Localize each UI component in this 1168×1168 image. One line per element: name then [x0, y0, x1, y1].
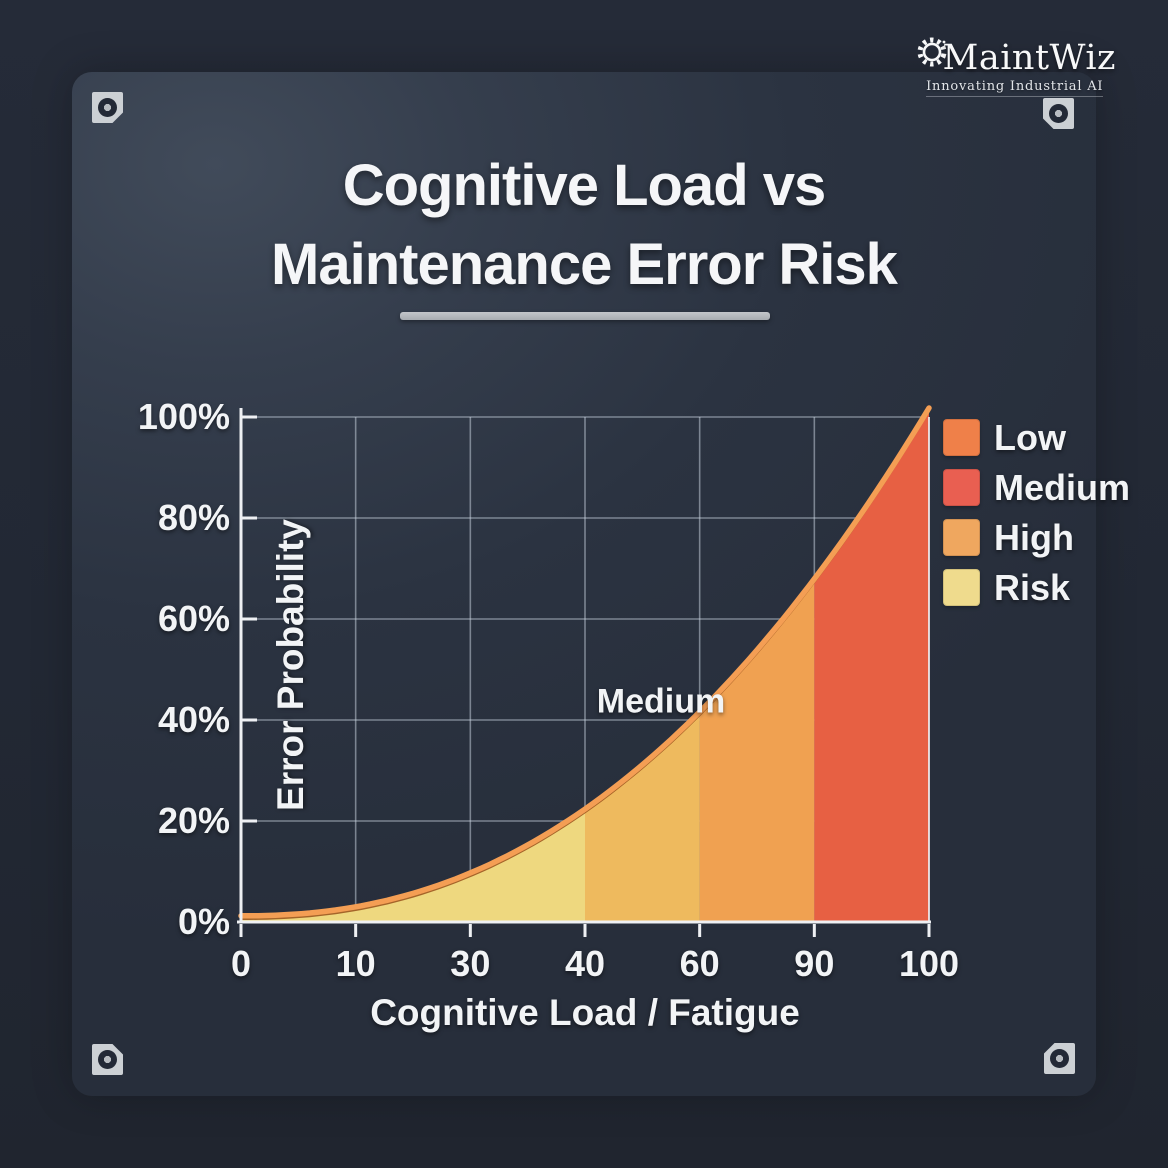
area-band [699, 578, 815, 921]
x-axis-title: Cognitive Load / Fatigue [370, 992, 800, 1033]
area-band [241, 809, 585, 921]
legend-label: Risk [994, 566, 1071, 608]
x-tick-label: 100 [898, 943, 960, 984]
x-tick-label: 0 [230, 943, 252, 984]
legend-swatch [943, 568, 980, 606]
curve-line [238, 405, 932, 919]
brand-logo: MaintWiz Innovating Industrial AI [914, 37, 1117, 97]
page-title-line2: Maintenance Error Risk [271, 232, 898, 297]
area-band [814, 408, 929, 921]
chart-annotation: Medium [596, 682, 726, 721]
legend-label: Low [994, 416, 1066, 458]
page-title-line1: Cognitive Load vs [342, 153, 827, 218]
x-tick-label: 90 [794, 943, 835, 984]
legend-swatch [943, 518, 980, 556]
registration-dot-icon [97, 97, 117, 117]
registration-dot-icon [97, 1049, 117, 1069]
page-title: Cognitive Load vs Maintenance Error Risk [72, 146, 1096, 304]
registration-mark-icon [1044, 1043, 1075, 1074]
y-tick-label: 60% [157, 598, 230, 639]
logo-wordmark: MaintWiz [942, 38, 1116, 78]
y-tick-label: 80% [157, 497, 230, 538]
y-tick-label: 40% [157, 699, 230, 740]
x-tick-label: 10 [335, 943, 376, 984]
legend-item: High [943, 512, 1130, 562]
legend-swatch [943, 468, 980, 506]
legend-swatch [943, 418, 980, 456]
x-tick-label: 60 [679, 943, 720, 984]
y-tick-label: 100% [137, 396, 230, 437]
y-tick-label: 20% [157, 800, 230, 841]
logo-tagline: Innovating Industrial AI [926, 79, 1104, 97]
registration-dot-icon [1049, 1048, 1069, 1068]
registration-dot-icon [1048, 103, 1068, 123]
x-tick-label: 40 [564, 943, 606, 984]
area-band [585, 711, 700, 921]
legend-item: Medium [943, 462, 1130, 512]
x-tick-label: 30 [450, 943, 491, 984]
y-tick-label: 0% [177, 901, 230, 942]
chart-legend: Low Medium High Risk [943, 412, 1130, 612]
legend-item: Risk [943, 562, 1130, 612]
gear-icon [917, 37, 946, 67]
title-underline [400, 312, 770, 320]
legend-label: Medium [994, 466, 1131, 508]
legend-label: High [994, 516, 1074, 558]
legend-item: Low [943, 412, 1130, 462]
y-axis-title: Error Probability [270, 519, 311, 811]
